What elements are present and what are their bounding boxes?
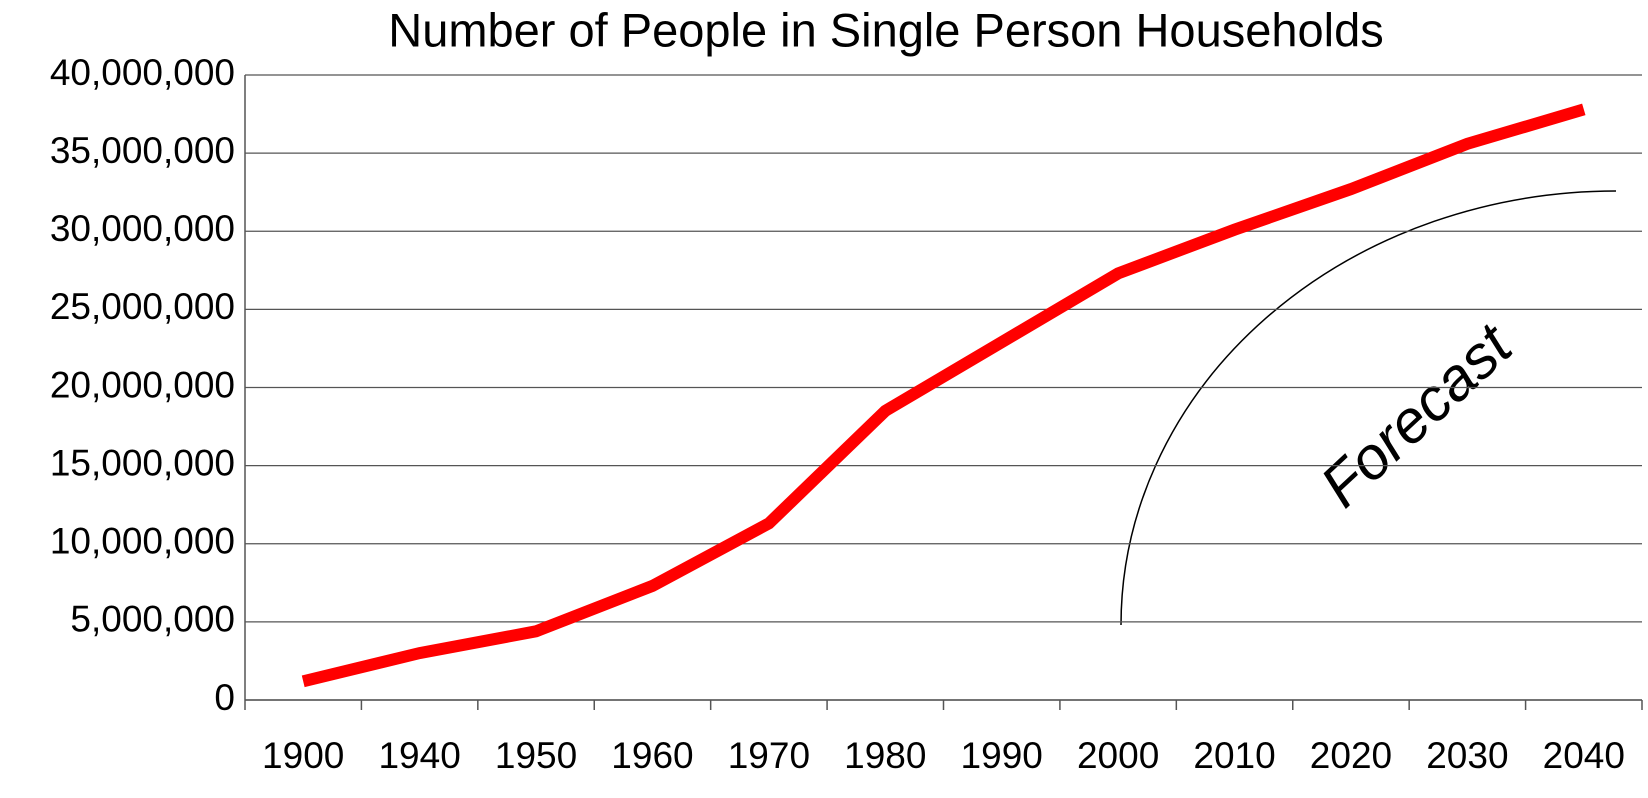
y-tick-label: 20,000,000 xyxy=(50,364,235,405)
x-tick-label: 1980 xyxy=(844,735,926,776)
x-tick-label: 2000 xyxy=(1077,735,1159,776)
x-tick-label: 1900 xyxy=(262,735,344,776)
y-tick-label: 15,000,000 xyxy=(50,442,235,483)
x-tick-label: 2010 xyxy=(1193,735,1275,776)
line-series xyxy=(301,103,1586,688)
y-tick-label: 30,000,000 xyxy=(50,208,235,249)
y-tick-label: 5,000,000 xyxy=(70,599,235,640)
x-tick-label: 1940 xyxy=(378,735,460,776)
y-tick-label: 10,000,000 xyxy=(50,521,235,562)
y-tick-label: 0 xyxy=(214,677,235,718)
x-tick-label: 1990 xyxy=(961,735,1043,776)
x-tick-label: 2040 xyxy=(1543,735,1625,776)
chart-title: Number of People in Single Person Househ… xyxy=(388,3,1383,56)
x-tick-label: 1970 xyxy=(728,735,810,776)
x-tick-label: 2030 xyxy=(1426,735,1508,776)
forecast-arc xyxy=(1120,190,1617,626)
y-tick-label: 35,000,000 xyxy=(50,130,235,171)
x-tick-label: 1950 xyxy=(495,735,577,776)
x-tick-label: 1960 xyxy=(611,735,693,776)
y-tick-label: 40,000,000 xyxy=(50,52,235,93)
y-tick-label: 25,000,000 xyxy=(50,286,235,327)
x-tick-label: 2020 xyxy=(1310,735,1392,776)
forecast-annotation: Forecast xyxy=(1308,310,1526,520)
